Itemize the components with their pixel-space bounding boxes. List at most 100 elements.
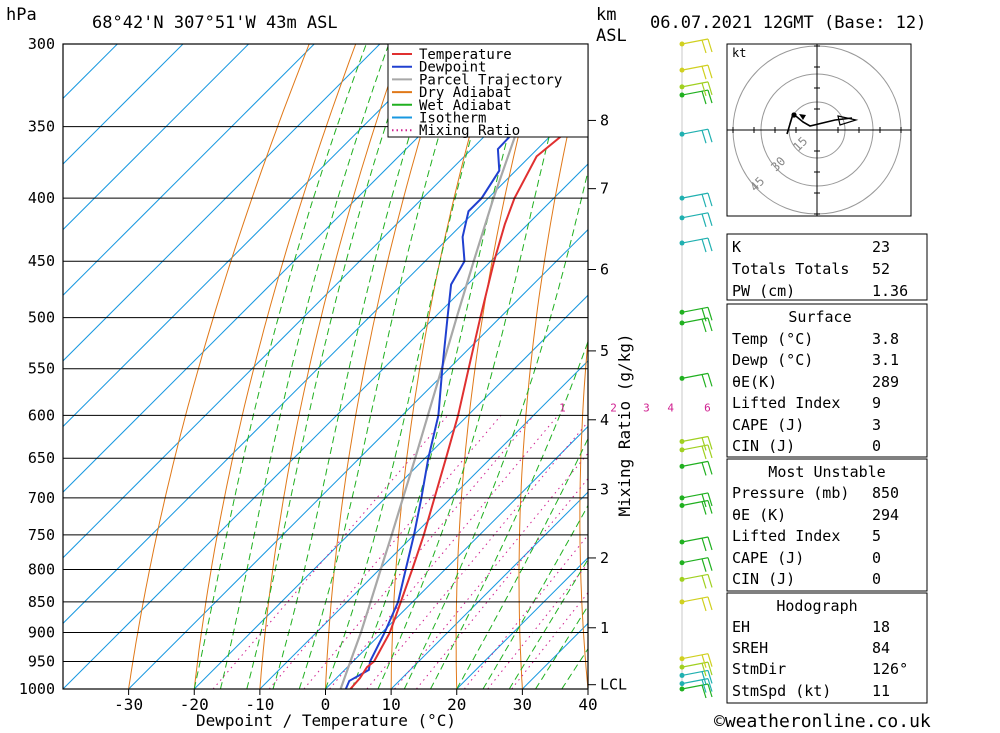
wind-barb-feather xyxy=(707,557,713,571)
pressure-tick-label: 650 xyxy=(28,449,55,467)
wind-barb xyxy=(679,678,713,693)
hodograph-stats-label: StmDir xyxy=(732,660,786,678)
index-label: PW (cm) xyxy=(732,282,795,300)
credit-link[interactable]: ©weatheronline.co.uk xyxy=(714,711,931,732)
index-value: 23 xyxy=(872,238,890,256)
isotherm-line xyxy=(63,44,249,231)
wind-barb-feather xyxy=(701,193,707,208)
hodograph-stats-box xyxy=(726,592,928,704)
wind-barb xyxy=(679,669,713,685)
mixing-ratio-label: 4 xyxy=(667,401,674,414)
wind-barb-feather xyxy=(707,64,713,79)
isotherm-line xyxy=(63,44,118,100)
isotherm-line xyxy=(325,425,588,689)
km-tick-label: 6 xyxy=(600,260,609,278)
indices-box xyxy=(726,233,928,301)
wind-barb xyxy=(679,317,713,333)
wind-barb-staff xyxy=(681,678,709,685)
pressure-tick-label: 450 xyxy=(28,252,55,270)
wind-barb-feather xyxy=(701,82,707,97)
wind-barb-feather xyxy=(701,671,707,685)
legend-label: Isotherm xyxy=(419,111,486,127)
km-tick-label: 3 xyxy=(600,480,609,498)
pressure-tick-label: 850 xyxy=(28,593,55,611)
wind-barb-feather xyxy=(701,684,707,699)
isotherm-line xyxy=(63,163,588,689)
x-tick-label: -30 xyxy=(114,695,143,714)
surface-box xyxy=(726,303,928,458)
wind-barb xyxy=(679,81,713,97)
most-unstable-value: 5 xyxy=(872,527,881,545)
wind-barb-feather xyxy=(707,661,713,676)
wind-barb-staff xyxy=(681,435,709,443)
wind-barb-feather xyxy=(701,654,707,668)
wet-adiabat-line xyxy=(508,558,588,689)
pressure-tick-label: 350 xyxy=(28,118,55,136)
wind-barb xyxy=(679,128,713,144)
wind-barb-feather xyxy=(701,308,707,322)
wet-adiabat-line xyxy=(535,605,588,689)
index-value: 52 xyxy=(872,260,890,278)
mixing-ratio-label: 1 xyxy=(559,401,566,414)
wind-barb-feather xyxy=(701,575,707,589)
surface-title: Surface xyxy=(788,308,851,326)
pressure-tick-label: 700 xyxy=(28,489,55,507)
pressure-unit-label: hPa xyxy=(6,5,37,25)
wind-barb-feather xyxy=(707,683,713,698)
most-unstable-value: 0 xyxy=(872,570,881,588)
wind-barb-staff xyxy=(681,192,709,199)
wet-adiabat-line xyxy=(193,44,367,689)
km-tick-label: 8 xyxy=(600,111,609,129)
wind-barb xyxy=(679,212,713,228)
wind-barb-feather xyxy=(701,90,707,105)
legend-box xyxy=(387,43,589,138)
pressure-tick-label: 750 xyxy=(28,526,55,544)
x-tick-label: 30 xyxy=(513,695,532,714)
wind-barb xyxy=(679,372,713,388)
legend-label: Dry Adiabat xyxy=(419,85,512,101)
wind-barb-feather xyxy=(707,38,713,53)
wind-barb-feather xyxy=(707,212,713,227)
wind-barb-feather xyxy=(701,597,707,612)
hodograph-point xyxy=(791,112,797,118)
dry-adiabat-line xyxy=(639,44,682,689)
surface-value: 3 xyxy=(872,416,881,434)
pressure-tick-label: 800 xyxy=(28,560,55,578)
wind-barb-feather xyxy=(707,317,713,332)
most-unstable-label: Pressure (mb) xyxy=(732,484,849,502)
wind-barb xyxy=(679,557,713,572)
wet-adiabat-line xyxy=(456,437,588,689)
wind-barb-feather xyxy=(707,129,713,143)
wind-barb-feather xyxy=(701,213,707,228)
wind-barb-staff xyxy=(681,317,709,324)
wind-barb xyxy=(679,192,713,208)
hodograph-stats-value: 18 xyxy=(872,618,890,636)
wind-barb-feather xyxy=(701,493,707,508)
isotherm-line xyxy=(63,44,184,165)
wind-barb-staff xyxy=(681,128,709,135)
wet-adiabat-line xyxy=(298,44,467,689)
wind-barb-staff xyxy=(681,444,709,451)
temperature-line xyxy=(349,110,588,689)
most-unstable-title: Most Unstable xyxy=(768,463,885,481)
wind-barb-staff xyxy=(681,573,709,580)
pressure-tick-label: 600 xyxy=(28,406,55,424)
wind-barb-staff xyxy=(681,460,709,467)
wind-barb-staff xyxy=(681,557,709,564)
wind-barb xyxy=(679,306,713,322)
wind-barb-feather xyxy=(707,670,713,684)
x-tick-label: 20 xyxy=(447,695,466,714)
km-tick-label: 5 xyxy=(600,342,609,360)
wind-barb xyxy=(679,653,713,668)
km-tick-label: LCL xyxy=(600,676,627,694)
wind-barb xyxy=(679,444,713,460)
dry-adiabat-line xyxy=(958,44,1000,689)
isotherm-line xyxy=(63,44,381,362)
legend-label: Temperature xyxy=(419,47,512,63)
datetime-label: 06.07.2021 12GMT (Base: 12) xyxy=(650,13,926,33)
mixing-ratio-line xyxy=(329,414,559,689)
hodograph-stats-value: 126° xyxy=(872,660,908,678)
wind-barb-feather xyxy=(701,374,707,388)
index-label: K xyxy=(732,238,741,256)
